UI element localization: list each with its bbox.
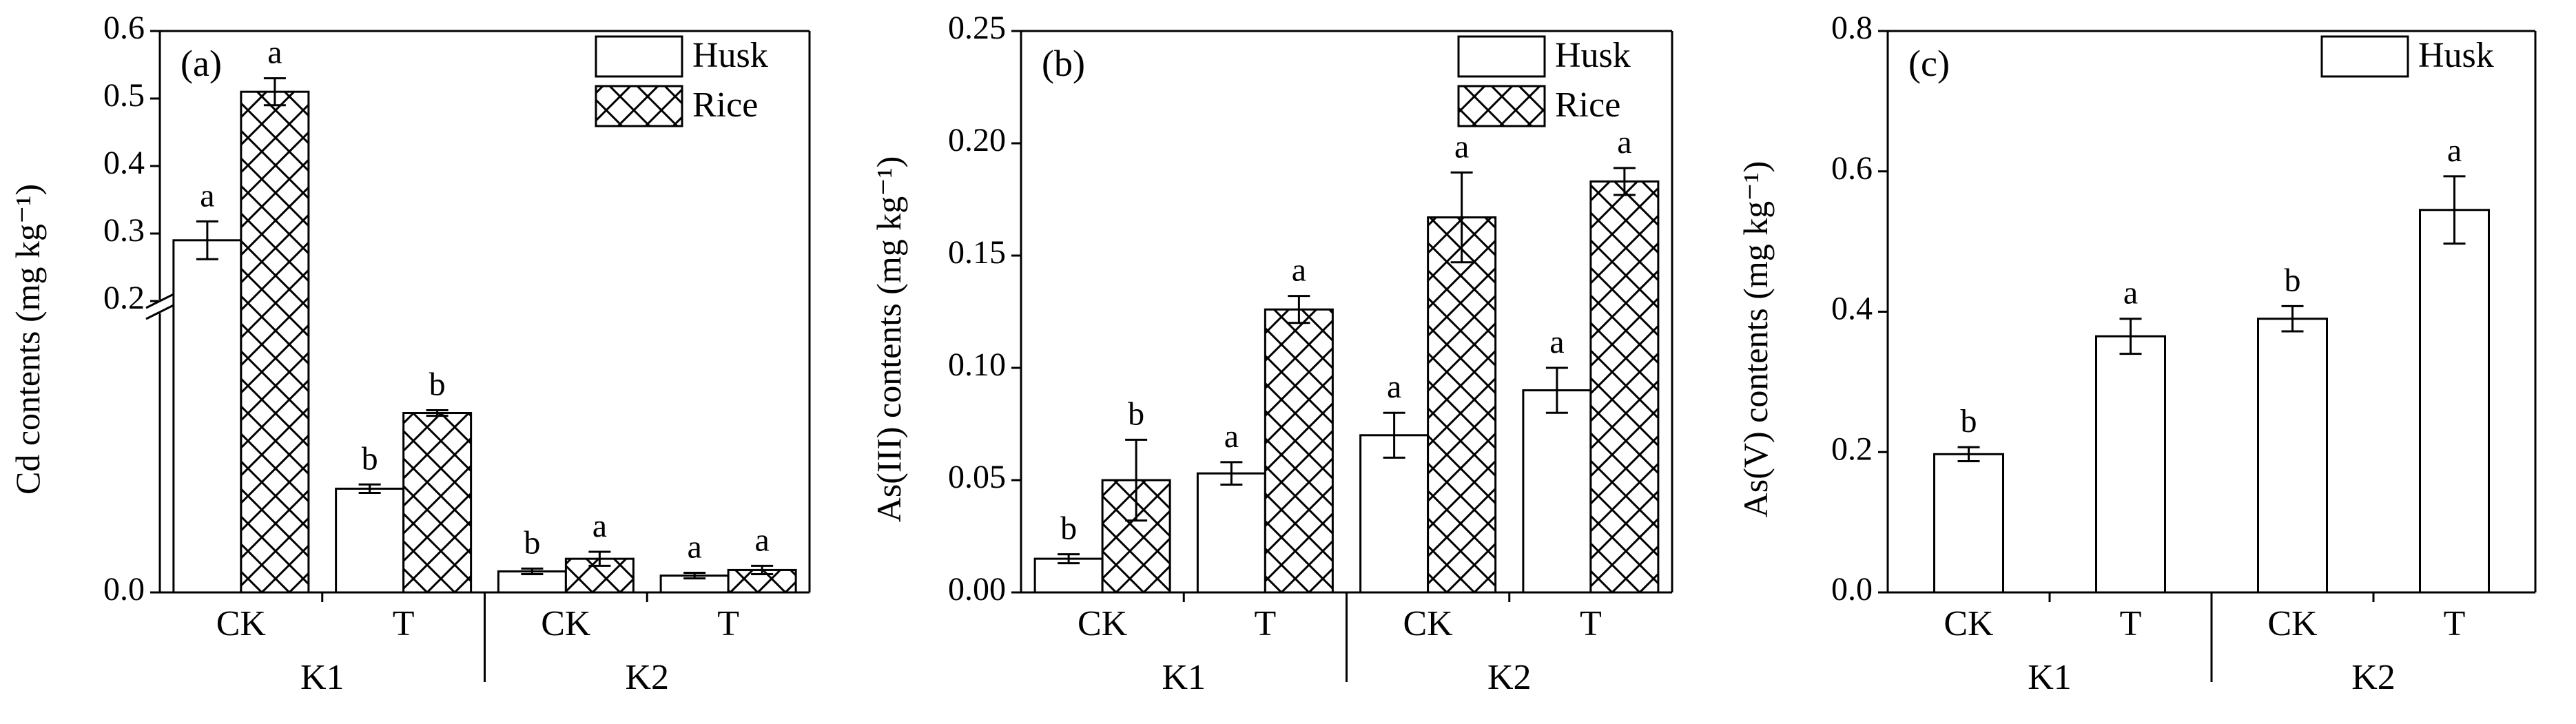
x-tick-label: CK	[2267, 604, 2318, 643]
y-tick-label: 0.10	[948, 347, 1006, 383]
x-tick-label: CK	[541, 604, 591, 643]
legend-label-rice: Rice	[1555, 85, 1620, 125]
legend-swatch-husk	[1457, 35, 1546, 78]
x-tick-label: T	[717, 604, 739, 643]
y-tick-label: 0.4	[1831, 291, 1873, 327]
legend-label-husk: Husk	[1555, 36, 1631, 75]
sig-letter: b	[429, 366, 446, 402]
y-tick-label: 0.20	[948, 122, 1006, 158]
sig-letter: b	[524, 524, 540, 561]
y-tick-label: 0.2	[103, 280, 145, 316]
y-tick-label: 0.5	[103, 77, 145, 114]
y-tick-label: 0.2	[1831, 431, 1873, 467]
sig-letter: a	[267, 34, 282, 71]
panel-label: (c)	[1908, 43, 1950, 84]
panel-label: (a)	[181, 43, 222, 84]
bar-husk-0	[172, 239, 243, 594]
axis-break-mark	[145, 304, 174, 320]
x-tick-label: T	[1580, 604, 1602, 643]
sig-letter: a	[1387, 369, 1401, 405]
sig-letter: a	[2123, 275, 2138, 311]
group-label: K2	[2351, 658, 2395, 697]
x-tick-label: T	[2444, 604, 2466, 643]
group-label: K1	[1162, 658, 1206, 697]
panel-label: (b)	[1042, 43, 1085, 84]
y-tick-label: 0.0	[103, 571, 145, 608]
y-tick-label: 0.15	[948, 234, 1006, 271]
group-label: K2	[1487, 658, 1532, 697]
y-tick-label: 0.0	[1831, 571, 1873, 608]
legend-swatch-husk	[2320, 35, 2409, 78]
legend-swatch-rice	[595, 85, 683, 127]
y-tick-label: 0.8	[1831, 10, 1873, 46]
group-label: K2	[625, 658, 669, 697]
bar-husk-2	[2257, 318, 2328, 594]
sig-letter: a	[1292, 252, 1306, 289]
x-tick-label: T	[393, 604, 415, 643]
panel-a: a b b a a b a a 0.0 0.2 0.3 0.4 0.5 0.6 CK T CK T K1 K2 (a) C…	[8, 10, 811, 697]
y-tick-label: 0.6	[103, 10, 145, 46]
group-label: K1	[2028, 658, 2072, 697]
sig-letter: a	[200, 177, 214, 214]
panel-c: b a b a 0.0 0.2 0.4 0.6 0.8 CK T CK T K1 K2 (c) As(V) co…	[1736, 10, 2537, 697]
sig-letter: b	[1128, 395, 1144, 432]
sig-letter: b	[362, 440, 378, 477]
x-tick-label: CK	[216, 604, 267, 643]
bar-husk-1	[1196, 472, 1266, 594]
bar-husk-0	[1933, 453, 2004, 594]
x-tick-label: CK	[1944, 604, 1994, 643]
x-tick-label: CK	[1078, 604, 1128, 643]
y-axis-label: Cd contents (mg kg⁻¹)	[8, 184, 47, 495]
y-axis-label: As(V) contents (mg kg⁻¹)	[1736, 161, 1775, 518]
x-tick-label: T	[1254, 604, 1276, 643]
legend-label-husk: Husk	[692, 36, 768, 75]
y-tick-label: 0.3	[103, 212, 145, 249]
bar-husk-1	[335, 487, 405, 594]
sig-letter: a	[593, 508, 607, 544]
sig-letter: a	[687, 529, 701, 566]
y-tick-label: 0.6	[1831, 150, 1873, 187]
sig-letter: a	[754, 521, 769, 558]
sig-letter: b	[1060, 510, 1077, 547]
x-tick-label: T	[2120, 604, 2142, 643]
legend-label-husk: Husk	[2418, 36, 2494, 75]
legend-swatch-husk	[595, 35, 683, 78]
sig-letter: a	[1454, 128, 1469, 165]
sig-letter: b	[1961, 403, 1977, 439]
bar-rice-3	[1589, 180, 1660, 594]
sig-letter: a	[1617, 124, 1631, 161]
group-label: K1	[300, 658, 344, 697]
panel-b: b a a a b a a a 0.00 0.05 0.10 0.15 0.20 0.25 CK T CK T K1…	[869, 10, 1673, 697]
bar-rice-1	[1264, 308, 1334, 594]
sig-letter: a	[1549, 324, 1564, 360]
sig-letter: a	[2447, 132, 2462, 169]
sig-letter: a	[1224, 418, 1239, 455]
y-axis-label: As(III) contents (mg kg⁻¹)	[869, 156, 908, 523]
y-tick-label: 0.05	[948, 459, 1006, 495]
bar-rice-2	[1427, 216, 1497, 594]
bar-husk-3	[2419, 209, 2490, 594]
bar-husk-3	[1522, 389, 1592, 594]
y-tick-label: 0.00	[948, 571, 1006, 608]
bar-rice-0	[240, 90, 310, 594]
bar-husk-2	[1359, 434, 1430, 594]
bar-rice-1	[402, 412, 473, 594]
bar-husk-1	[2095, 335, 2166, 594]
sig-letter: b	[2285, 262, 2301, 298]
legend-label-rice: Rice	[692, 85, 758, 125]
y-tick-label: 0.4	[103, 145, 145, 181]
x-tick-label: CK	[1403, 604, 1454, 643]
y-tick-label: 0.25	[948, 10, 1006, 46]
legend-swatch-rice	[1457, 85, 1546, 127]
